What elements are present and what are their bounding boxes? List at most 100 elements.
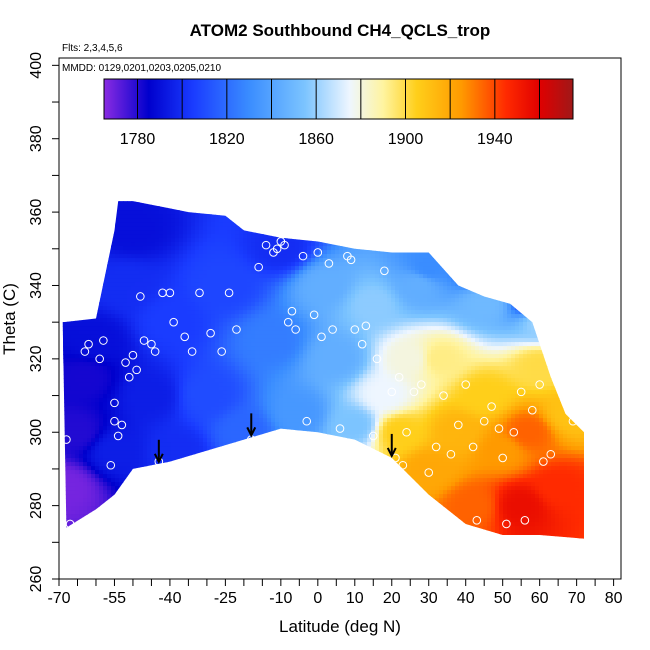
- heatmap-cell: [275, 274, 280, 279]
- heatmap-cell: [263, 290, 268, 295]
- heatmap-cell: [215, 314, 220, 319]
- heatmap-cell: [327, 306, 332, 311]
- heatmap-cell: [131, 322, 136, 327]
- heatmap-cell: [459, 286, 464, 291]
- heatmap-cell: [223, 314, 228, 319]
- heatmap-cell: [155, 250, 160, 255]
- heatmap-cell: [379, 294, 384, 299]
- heatmap-cell: [163, 214, 168, 219]
- heatmap-cell: [279, 238, 284, 243]
- heatmap-cell: [439, 274, 444, 279]
- heatmap-cell: [171, 254, 176, 259]
- heatmap-cell: [387, 330, 392, 335]
- heatmap-cell: [127, 266, 132, 271]
- heatmap-cell: [203, 330, 208, 335]
- heatmap-cell: [135, 250, 140, 255]
- heatmap-cell: [327, 302, 332, 307]
- heatmap-cell: [287, 326, 292, 331]
- heatmap-cell: [355, 306, 360, 311]
- heatmap-cell: [263, 314, 268, 319]
- heatmap-cell: [111, 242, 116, 247]
- heatmap-cell: [187, 294, 192, 299]
- heatmap-cell: [219, 334, 224, 339]
- heatmap-cell: [107, 318, 112, 323]
- heatmap-cell: [427, 290, 432, 295]
- heatmap-cell: [103, 290, 108, 295]
- heatmap-cell: [163, 238, 168, 243]
- heatmap-cell: [207, 230, 212, 235]
- heatmap-cell: [195, 314, 200, 319]
- heatmap-cell: [223, 238, 228, 243]
- heatmap-cell: [339, 278, 344, 283]
- heatmap-cell: [99, 318, 104, 323]
- heatmap-cell: [435, 302, 440, 307]
- heatmap-cell: [299, 286, 304, 291]
- heatmap-cell: [415, 258, 420, 263]
- heatmap-cell: [119, 282, 124, 287]
- heatmap-cell: [95, 314, 100, 319]
- heatmap-cell: [427, 270, 432, 275]
- heatmap-cell: [203, 226, 208, 231]
- heatmap-cell: [323, 246, 328, 251]
- heatmap-cell: [215, 338, 220, 343]
- heatmap-cell: [291, 266, 296, 271]
- heatmap-cell: [455, 318, 460, 323]
- heatmap-cell: [435, 310, 440, 315]
- heatmap-cell: [75, 330, 80, 335]
- heatmap-cell: [99, 302, 104, 307]
- heatmap-cell: [179, 262, 184, 267]
- heatmap-cell: [327, 254, 332, 259]
- heatmap-cell: [251, 246, 256, 251]
- heatmap-cell: [143, 266, 148, 271]
- heatmap-cell: [99, 298, 104, 303]
- heatmap-cell: [447, 286, 452, 291]
- heatmap-cell: [283, 302, 288, 307]
- heatmap-cell: [407, 262, 412, 267]
- heatmap-cell: [467, 318, 472, 323]
- heatmap-cell: [187, 302, 192, 307]
- heatmap-cell: [303, 294, 308, 299]
- heatmap-cell: [155, 266, 160, 271]
- heatmap-cell: [463, 326, 468, 331]
- heatmap-cell: [347, 290, 352, 295]
- heatmap-cell: [167, 314, 172, 319]
- heatmap-cell: [99, 306, 104, 311]
- heatmap-cell: [287, 274, 292, 279]
- heatmap-cell: [323, 290, 328, 295]
- heatmap-cell: [223, 230, 228, 235]
- heatmap-cell: [223, 250, 228, 255]
- heatmap-cell: [251, 230, 256, 235]
- heatmap-cell: [467, 294, 472, 299]
- heatmap-cell: [151, 278, 156, 283]
- heatmap-cell: [171, 238, 176, 243]
- heatmap-cell: [231, 262, 236, 267]
- heatmap-cell: [119, 290, 124, 295]
- heatmap-cell: [307, 294, 312, 299]
- heatmap-cell: [327, 242, 332, 247]
- heatmap-cell: [111, 246, 116, 251]
- heatmap-cell: [239, 318, 244, 323]
- heatmap-cell: [159, 318, 164, 323]
- heatmap-cell: [219, 262, 224, 267]
- heatmap-cell: [171, 286, 176, 291]
- heatmap-cell: [243, 314, 248, 319]
- heatmap-cell: [207, 266, 212, 271]
- heatmap-cell: [123, 250, 128, 255]
- heatmap-cell: [375, 278, 380, 283]
- heatmap-cell: [107, 278, 112, 283]
- heatmap-cell: [439, 306, 444, 311]
- heatmap-cell: [371, 294, 376, 299]
- heatmap-cell: [299, 322, 304, 327]
- heatmap-cell: [235, 282, 240, 287]
- heatmap-cell: [123, 278, 128, 283]
- heatmap-cell: [495, 334, 500, 339]
- heatmap-cell: [255, 338, 260, 343]
- heatmap-cell: [403, 254, 408, 259]
- heatmap-cell: [211, 238, 216, 243]
- heatmap-cell: [267, 242, 272, 247]
- heatmap-cell: [455, 310, 460, 315]
- heatmap-cell: [267, 266, 272, 271]
- heatmap-cell: [243, 258, 248, 263]
- heatmap-cell: [531, 326, 536, 331]
- heatmap-cell: [315, 278, 320, 283]
